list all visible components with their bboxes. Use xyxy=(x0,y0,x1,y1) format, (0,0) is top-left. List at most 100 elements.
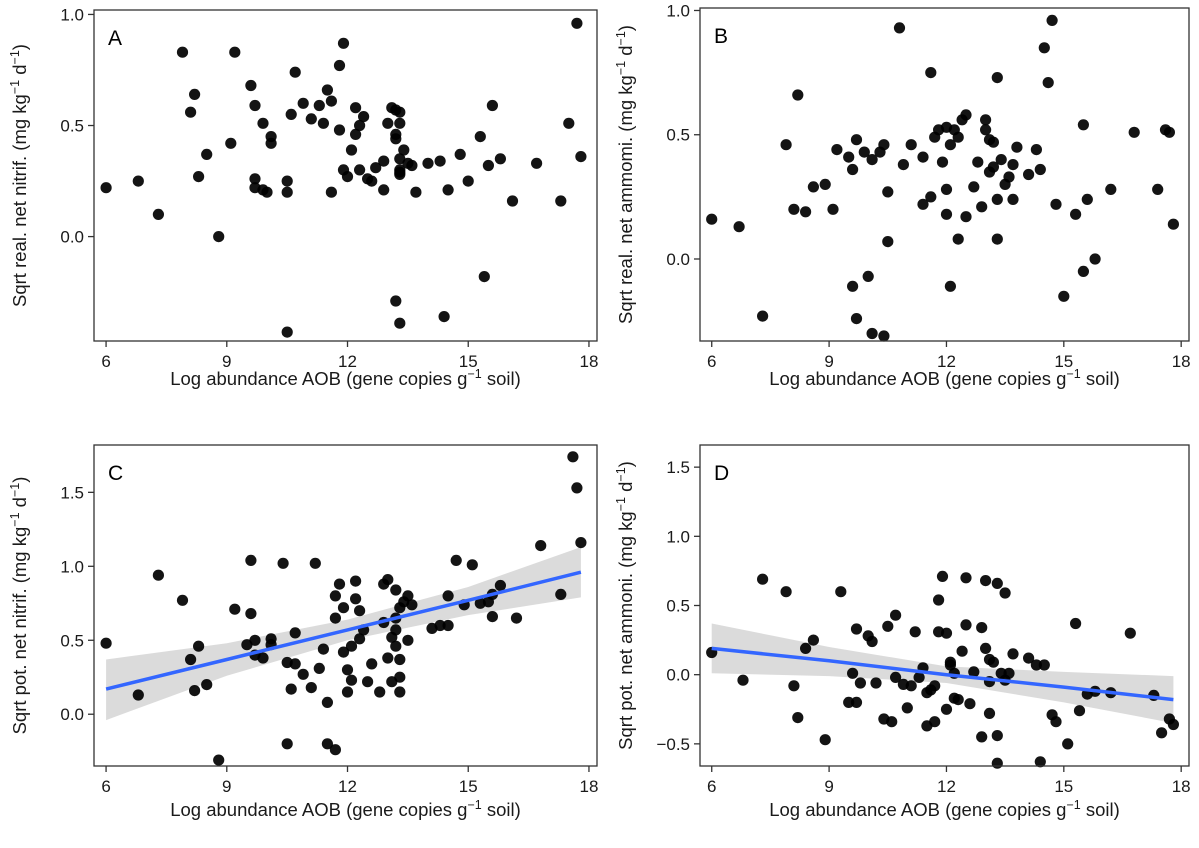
data-point xyxy=(827,203,839,215)
data-point xyxy=(378,155,390,167)
data-point xyxy=(176,594,189,606)
data-point xyxy=(987,136,1000,148)
data-point xyxy=(575,537,587,549)
x-tick-label: 15 xyxy=(459,352,478,371)
data-point xyxy=(100,637,112,649)
data-point xyxy=(394,653,406,666)
data-point xyxy=(486,99,498,112)
data-point xyxy=(940,208,953,220)
data-point xyxy=(571,17,583,29)
data-point xyxy=(980,575,992,587)
axis-label-text: ) xyxy=(615,461,636,467)
axis-label-superscript: −1 xyxy=(8,80,22,94)
axis-label-superscript: −1 xyxy=(8,483,22,497)
data-point xyxy=(567,451,579,463)
data-point xyxy=(847,163,859,176)
data-point xyxy=(402,590,414,602)
data-point xyxy=(100,182,112,194)
axis-label-text: soil) xyxy=(1081,368,1120,389)
axis-label-superscript: −1 xyxy=(1066,798,1080,812)
data-point xyxy=(321,738,333,750)
data-point xyxy=(987,161,1000,173)
y-tick-label: 1.5 xyxy=(666,458,690,477)
data-point xyxy=(831,144,843,156)
axis-label-superscript: −1 xyxy=(614,31,628,45)
panel-b: 6 9 12 15 18 0.0 0.5 1.0 B Log abundance AOB (gen… xyxy=(614,1,1191,389)
data-point xyxy=(999,587,1011,599)
data-point xyxy=(807,181,820,193)
data-point xyxy=(434,155,446,167)
data-point xyxy=(1124,627,1136,639)
data-point xyxy=(850,134,863,146)
data-point xyxy=(333,124,346,136)
data-point xyxy=(378,184,390,196)
data-point xyxy=(345,144,358,156)
x-tick-label: 9 xyxy=(824,352,833,371)
data-point xyxy=(229,46,241,58)
data-point xyxy=(936,570,949,583)
data-point xyxy=(968,181,980,193)
data-point xyxy=(474,131,486,143)
data-point xyxy=(506,195,519,207)
data-point xyxy=(940,183,953,195)
data-point xyxy=(968,666,980,678)
data-point xyxy=(1081,193,1093,205)
data-point xyxy=(944,280,957,292)
data-point xyxy=(382,117,394,129)
axis-label-text: Log abundance AOB (gene copies g xyxy=(170,368,467,389)
data-point xyxy=(257,652,269,664)
data-point xyxy=(229,603,241,615)
x-tick-label: 18 xyxy=(579,352,598,371)
data-point xyxy=(152,208,164,220)
data-point xyxy=(1007,648,1019,660)
data-point xyxy=(297,97,309,109)
data-point xyxy=(402,634,414,646)
panel-label: C xyxy=(108,462,123,485)
data-point xyxy=(1070,617,1082,630)
axis-label-text: soil) xyxy=(1081,799,1120,820)
data-point xyxy=(390,624,402,636)
data-point xyxy=(976,622,988,634)
data-point xyxy=(289,658,301,670)
data-point xyxy=(991,577,1003,590)
data-point xyxy=(571,482,583,494)
data-point xyxy=(354,119,366,132)
data-point xyxy=(321,84,333,96)
data-point xyxy=(886,716,898,728)
data-point xyxy=(406,159,418,172)
x-tick-label: 9 xyxy=(824,777,833,796)
data-point xyxy=(494,153,506,165)
data-point xyxy=(960,572,972,584)
data-point xyxy=(925,191,937,203)
data-point xyxy=(285,108,297,120)
data-point xyxy=(905,680,917,692)
data-point xyxy=(1011,141,1023,153)
data-point xyxy=(940,703,953,715)
data-point xyxy=(1152,183,1164,195)
data-point xyxy=(850,313,863,325)
data-point xyxy=(454,148,466,160)
panel-c: 6 9 12 15 18 0.0 0.5 1.0 1.5 C Log abundance AOB (… xyxy=(8,444,598,820)
data-point xyxy=(909,626,921,638)
data-point xyxy=(563,117,575,129)
data-point xyxy=(189,685,201,697)
data-point xyxy=(807,634,820,646)
data-point xyxy=(980,124,992,136)
data-point xyxy=(1167,218,1179,230)
x-tick-label: 6 xyxy=(707,777,716,796)
data-point xyxy=(960,109,972,121)
data-point xyxy=(917,151,929,163)
data-point xyxy=(193,640,205,652)
data-point xyxy=(341,171,354,183)
data-point xyxy=(1062,738,1074,750)
data-point xyxy=(991,757,1003,769)
data-point xyxy=(494,579,506,592)
data-point xyxy=(265,633,277,645)
axis-label-superscript: −1 xyxy=(467,367,481,381)
x-tick-label: 6 xyxy=(101,352,110,371)
data-point xyxy=(466,559,478,571)
data-point xyxy=(394,686,406,698)
data-point xyxy=(987,656,1000,668)
data-point xyxy=(317,117,329,129)
x-tick-label: 9 xyxy=(222,777,231,796)
